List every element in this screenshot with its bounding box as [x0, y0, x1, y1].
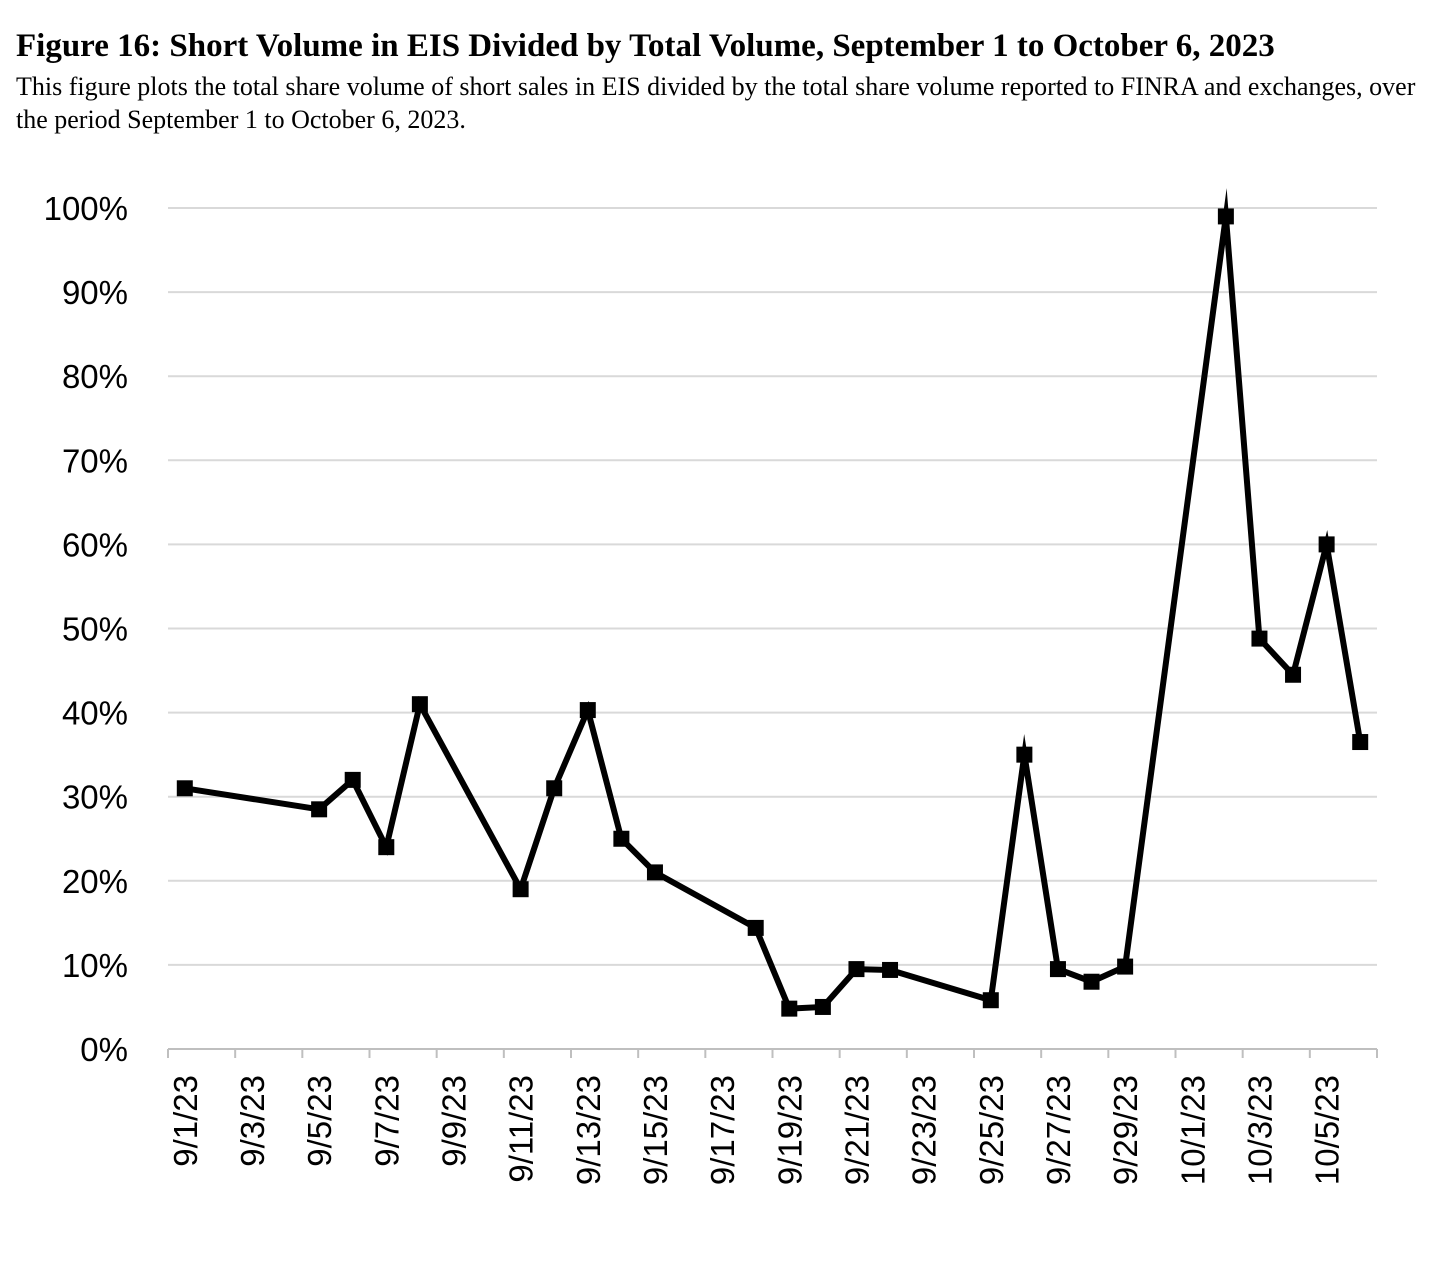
data-point-marker [1318, 536, 1335, 553]
data-point-marker [176, 780, 193, 797]
x-tick-label: 10/1/23 [1174, 1075, 1211, 1185]
x-tick-label: 9/17/23 [704, 1075, 741, 1185]
x-tick-label: 9/25/23 [973, 1075, 1010, 1185]
data-point-marker [1352, 734, 1369, 751]
data-point-marker [882, 961, 899, 978]
y-tick-label: 90% [62, 274, 128, 311]
series-line [184, 188, 1364, 1012]
data-point-marker [747, 919, 764, 936]
x-tick-label: 9/1/23 [167, 1075, 204, 1167]
y-tick-label: 40% [62, 695, 128, 732]
y-tick-label: 70% [62, 442, 128, 479]
data-point-marker [378, 839, 395, 856]
data-point-marker [1217, 208, 1234, 225]
y-tick-label: 100% [44, 190, 128, 227]
x-tick-label: 10/5/23 [1309, 1075, 1346, 1185]
series-group [176, 188, 1369, 1017]
data-point-marker [781, 1000, 798, 1017]
x-tick-label: 10/3/23 [1241, 1075, 1278, 1185]
data-point-marker [1285, 666, 1302, 683]
x-tick-label: 9/21/23 [838, 1075, 875, 1185]
data-point-marker [613, 830, 630, 847]
x-tick-label: 9/29/23 [1107, 1075, 1144, 1185]
data-point-marker [1251, 630, 1268, 647]
x-tick-label: 9/7/23 [368, 1075, 405, 1167]
data-point-marker [579, 702, 596, 719]
y-tick-label: 30% [62, 779, 128, 816]
x-tick-label: 9/23/23 [906, 1075, 943, 1185]
data-point-marker [311, 801, 328, 818]
data-point-marker [411, 696, 428, 713]
gridlines [168, 207, 1377, 966]
data-point-marker [1016, 746, 1033, 763]
data-point-marker [1049, 961, 1066, 978]
figure-title: Figure 16: Short Volume in EIS Divided b… [16, 28, 1275, 64]
y-tick-label: 80% [62, 358, 128, 395]
data-point-marker [982, 992, 999, 1009]
y-tick-label: 20% [62, 863, 128, 900]
data-point-marker [646, 864, 663, 881]
y-tick-label: 50% [62, 611, 128, 648]
data-point-marker [546, 780, 563, 797]
y-tick-label: 60% [62, 526, 128, 563]
y-tick-label: 10% [62, 947, 128, 984]
x-axis: 9/1/23 9/3/23 9/5/23 9/7/23 9/9/23 9/11/23 9/1… [167, 1048, 1378, 1185]
x-tick-label: 9/27/23 [1040, 1075, 1077, 1185]
figure-caption: This figure plots the total share volume… [16, 72, 1416, 134]
data-point-marker [814, 998, 831, 1015]
y-axis-ticks: 0% 10% 20% 30% 40% 50% 60% 70% 80% 90% 100% [44, 190, 128, 1068]
y-tick-label: 0% [80, 1031, 128, 1068]
data-point-marker [344, 771, 361, 788]
x-tick-label: 9/9/23 [435, 1075, 472, 1167]
x-tick-label: 9/13/23 [570, 1075, 607, 1185]
data-point-marker [848, 961, 865, 978]
x-tick-label: 9/5/23 [301, 1075, 338, 1167]
data-point-marker [1083, 973, 1100, 990]
x-tick-label: 9/19/23 [771, 1075, 808, 1185]
x-tick-label: 9/3/23 [234, 1075, 271, 1167]
data-point-marker [1117, 958, 1134, 975]
data-point-marker [512, 881, 529, 898]
x-tick-label: 9/11/23 [503, 1075, 540, 1183]
x-tick-label: 9/15/23 [637, 1075, 674, 1185]
